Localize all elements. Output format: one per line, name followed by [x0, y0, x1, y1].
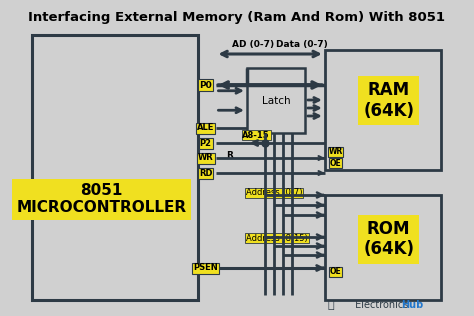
Text: Latch: Latch [262, 95, 290, 106]
Text: WR: WR [198, 154, 214, 162]
Text: Data (0-7): Data (0-7) [276, 40, 328, 48]
Text: P2: P2 [200, 138, 212, 148]
Text: R: R [226, 150, 233, 160]
Text: Interfacing External Memory (Ram And Rom) With 8051: Interfacing External Memory (Ram And Rom… [28, 11, 446, 25]
Text: AD (0-7): AD (0-7) [232, 40, 274, 48]
Text: OE: OE [329, 159, 341, 167]
Text: Address (8-15): Address (8-15) [246, 234, 308, 242]
Text: ⦻: ⦻ [328, 300, 334, 310]
Text: A8-15: A8-15 [242, 131, 270, 139]
Text: Hub: Hub [401, 300, 423, 310]
Text: ALE: ALE [197, 124, 214, 132]
Text: 8051
MICROCONTROLLER: 8051 MICROCONTROLLER [17, 183, 187, 216]
Bar [247, 68, 305, 133]
Text: OE: OE [329, 268, 341, 276]
Bar [325, 50, 441, 170]
Text: WR: WR [328, 148, 343, 156]
Text: P0: P0 [199, 81, 212, 89]
Text: RD: RD [199, 168, 212, 178]
Text: RAM
(64K): RAM (64K) [363, 81, 414, 120]
Bar [32, 35, 198, 300]
Bar [325, 195, 441, 300]
Text: PSEN: PSEN [193, 264, 218, 272]
Text: ROM
(64K): ROM (64K) [363, 220, 414, 258]
Text: Electronics: Electronics [352, 300, 408, 310]
Text: Address (0-7): Address (0-7) [246, 189, 302, 198]
